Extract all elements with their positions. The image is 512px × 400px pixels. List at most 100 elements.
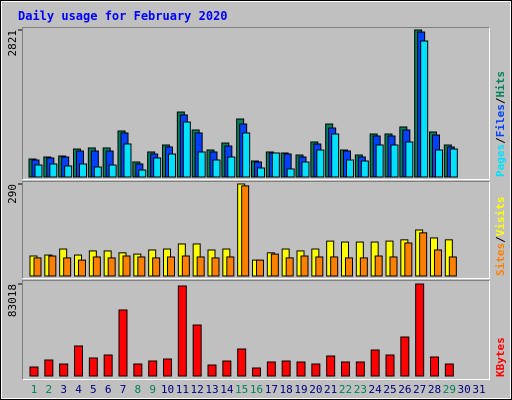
x-tick-label: 7: [120, 383, 127, 396]
bar: [435, 149, 443, 178]
bar: [152, 257, 161, 277]
x-tick-label: 23: [354, 383, 367, 396]
x-tick-label: 5: [90, 383, 97, 396]
bar: [44, 359, 54, 377]
bar: [296, 361, 306, 377]
panel: [22, 280, 490, 380]
x-tick-label: 26: [398, 383, 411, 396]
bar: [242, 132, 251, 178]
bar: [346, 159, 354, 178]
x-tick-label: 28: [428, 383, 441, 396]
bar: [370, 349, 380, 377]
bar: [63, 257, 72, 277]
bar: [108, 164, 117, 178]
x-tick-label: 27: [413, 383, 426, 396]
bar: [212, 159, 221, 178]
legend-separator: /: [494, 137, 507, 144]
legend-entry: Files: [494, 104, 507, 137]
bar: [237, 348, 247, 377]
bar: [389, 256, 398, 277]
bar: [123, 143, 132, 178]
bar: [360, 160, 369, 178]
legend: Pages/Files/Hits: [494, 71, 507, 177]
bar: [270, 253, 279, 277]
bar: [404, 242, 413, 277]
x-tick-label: 10: [161, 383, 174, 396]
bar: [227, 156, 236, 178]
bar: [286, 168, 295, 178]
x-tick-label: 21: [324, 383, 337, 396]
bar: [122, 255, 131, 277]
legend-separator: /: [494, 97, 507, 104]
bar: [103, 354, 113, 377]
y-tick-label: 83018: [6, 284, 19, 317]
bar: [444, 363, 454, 377]
bar: [163, 358, 172, 377]
bar: [281, 360, 291, 377]
bar: [153, 157, 162, 178]
bar: [168, 153, 176, 178]
bar: [64, 165, 73, 178]
bar: [285, 257, 294, 277]
legend-entry: KBytes: [494, 337, 507, 377]
x-tick-label: 4: [75, 383, 82, 396]
bar: [375, 144, 384, 178]
legend-entry: Sites: [494, 243, 507, 276]
bar: [331, 133, 340, 178]
x-tick-label: 13: [205, 383, 218, 396]
bar: [316, 149, 325, 178]
bar: [311, 363, 321, 377]
bar: [257, 167, 265, 178]
y-tick-label: 2821: [6, 30, 19, 57]
x-tick-label: 22: [339, 383, 352, 396]
bar: [385, 354, 395, 377]
x-tick-label: 30: [458, 383, 471, 396]
bar: [400, 336, 410, 377]
bar: [430, 356, 439, 377]
bar: [256, 259, 264, 277]
bar: [177, 285, 187, 377]
x-tick-label: 24: [369, 383, 383, 396]
bar: [419, 232, 428, 277]
bar: [222, 360, 232, 377]
legend-entry: Pages: [494, 144, 507, 177]
bar: [345, 257, 353, 277]
x-tick-label: 20: [309, 383, 322, 396]
y-tick-label: 290: [6, 184, 19, 204]
legend-separator: /: [494, 236, 507, 243]
legend: KBytes: [494, 337, 507, 377]
bar: [449, 148, 458, 178]
bar: [181, 255, 190, 277]
bar: [138, 169, 147, 178]
bar: [107, 257, 116, 277]
bar: [252, 367, 261, 377]
x-tick-label: 16: [250, 383, 263, 396]
bar: [48, 255, 57, 277]
x-tick-label: 29: [443, 383, 456, 396]
x-tick-label: 11: [176, 383, 189, 396]
bar: [241, 185, 250, 277]
panel-bevel: [22, 280, 490, 380]
bar: [390, 144, 399, 178]
bar: [78, 259, 86, 277]
bar: [118, 309, 128, 377]
legend-entry: Hits: [494, 71, 507, 98]
bar: [59, 363, 69, 377]
x-tick-label: 1: [31, 383, 38, 396]
chart-title: Daily usage for February 2020: [18, 9, 228, 23]
bar: [196, 256, 205, 277]
bar: [79, 163, 87, 178]
x-tick-label: 8: [135, 383, 142, 396]
bar: [301, 161, 310, 178]
bar: [405, 141, 414, 178]
bar: [29, 366, 39, 377]
bar: [197, 151, 206, 178]
bar: [33, 257, 42, 277]
x-tick-label: 12: [191, 383, 204, 396]
bar: [271, 152, 280, 178]
x-tick-label: 9: [149, 383, 156, 396]
x-tick-label: 2: [46, 383, 53, 396]
